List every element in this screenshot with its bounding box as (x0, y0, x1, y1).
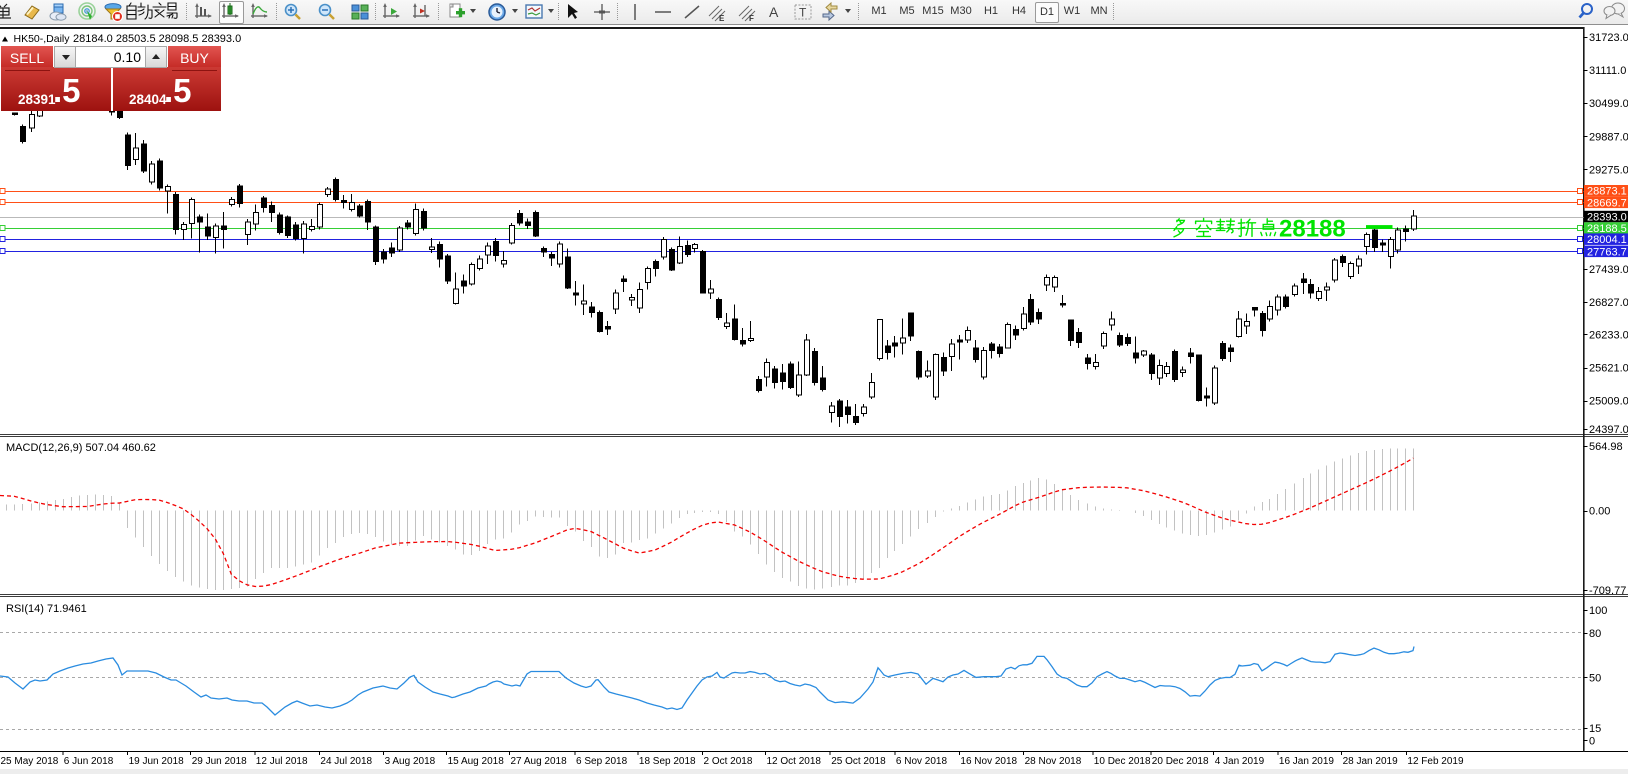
svg-text:28188.5: 28188.5 (1587, 223, 1627, 235)
svg-text:28 Jan 2019: 28 Jan 2019 (1343, 756, 1398, 767)
svg-text:25009.0: 25009.0 (1589, 396, 1628, 408)
svg-text:28873.1: 28873.1 (1587, 186, 1627, 198)
svg-text:80: 80 (1589, 628, 1601, 640)
svg-text:E: E (719, 14, 725, 22)
svg-text:16 Nov 2018: 16 Nov 2018 (960, 756, 1017, 767)
svg-text:6 Nov 2018: 6 Nov 2018 (896, 756, 948, 767)
svg-text:RSI(14) 71.9461: RSI(14) 71.9461 (6, 603, 87, 615)
svg-text:31723.0: 31723.0 (1589, 32, 1628, 44)
svg-text:100: 100 (1589, 605, 1607, 617)
svg-text:6 Jun 2018: 6 Jun 2018 (64, 756, 114, 767)
svg-text:29275.0: 29275.0 (1589, 164, 1628, 176)
svg-text:2 Oct 2018: 2 Oct 2018 (704, 756, 753, 767)
svg-text:24397.0: 24397.0 (1589, 424, 1628, 436)
svg-text:25 Oct 2018: 25 Oct 2018 (831, 756, 886, 767)
svg-text:18 Sep 2018: 18 Sep 2018 (639, 756, 696, 767)
svg-text:30499.0: 30499.0 (1589, 98, 1628, 110)
svg-text:31111.0: 31111.0 (1589, 65, 1626, 77)
svg-text:29 Jun 2018: 29 Jun 2018 (192, 756, 247, 767)
svg-text:15 Aug 2018: 15 Aug 2018 (448, 756, 505, 767)
svg-text:0.00: 0.00 (1589, 506, 1610, 518)
svg-text:MACD(12,26,9) 507.04 460.62: MACD(12,26,9) 507.04 460.62 (6, 442, 156, 454)
svg-text:12 Feb 2019: 12 Feb 2019 (1407, 756, 1464, 767)
svg-text:28004.1: 28004.1 (1587, 234, 1627, 246)
svg-text:F: F (749, 14, 754, 22)
svg-text:28184.0 28503.5 28098.5 28393.: 28184.0 28503.5 28098.5 28393.0 (73, 33, 241, 45)
svg-text:15: 15 (1589, 723, 1601, 735)
svg-text:HK50-,Daily: HK50-,Daily (14, 33, 71, 45)
svg-text:27763.7: 27763.7 (1587, 246, 1627, 258)
svg-text:A: A (769, 4, 779, 20)
svg-text:16 Jan 2019: 16 Jan 2019 (1279, 756, 1334, 767)
svg-text:564.98: 564.98 (1589, 441, 1623, 453)
svg-text:28188: 28188 (1279, 216, 1346, 243)
svg-text:T: T (799, 6, 807, 20)
svg-text:28669.7: 28669.7 (1587, 197, 1627, 209)
svg-text:25621.0: 25621.0 (1589, 363, 1628, 375)
svg-text:27439.0: 27439.0 (1589, 264, 1628, 276)
svg-text:24 Jul 2018: 24 Jul 2018 (320, 756, 372, 767)
svg-text:3 Aug 2018: 3 Aug 2018 (385, 756, 436, 767)
svg-text:12 Oct 2018: 12 Oct 2018 (767, 756, 822, 767)
svg-text:28393.0: 28393.0 (1587, 212, 1627, 224)
svg-text:27 Aug 2018: 27 Aug 2018 (511, 756, 568, 767)
svg-text:4 Jan 2019: 4 Jan 2019 (1215, 756, 1265, 767)
svg-text:10 Dec 2018: 10 Dec 2018 (1094, 756, 1151, 767)
svg-text:26233.0: 26233.0 (1589, 329, 1628, 341)
svg-text:12 Jul 2018: 12 Jul 2018 (256, 756, 308, 767)
svg-text:28 Nov 2018: 28 Nov 2018 (1025, 756, 1082, 767)
svg-text:25 May 2018: 25 May 2018 (1, 756, 59, 767)
svg-text:20 Dec 2018: 20 Dec 2018 (1152, 756, 1209, 767)
svg-text:29887.0: 29887.0 (1589, 131, 1628, 143)
svg-text:50: 50 (1589, 672, 1601, 684)
svg-text:19 Jun 2018: 19 Jun 2018 (129, 756, 184, 767)
svg-text:26827.0: 26827.0 (1589, 297, 1628, 309)
svg-text:6 Sep 2018: 6 Sep 2018 (576, 756, 628, 767)
svg-text:0: 0 (1589, 736, 1595, 748)
svg-text:-709.77: -709.77 (1589, 585, 1626, 597)
